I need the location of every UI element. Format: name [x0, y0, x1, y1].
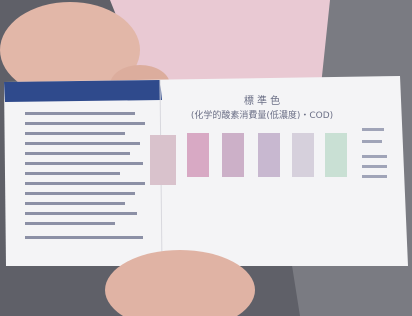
color-patch	[258, 133, 280, 177]
card-title: 標 準 色	[244, 94, 280, 107]
color-patch	[187, 133, 209, 177]
photo: 標 準 色 (化学的酸素消費量(低濃度)・COD)	[0, 0, 412, 316]
color-patch	[292, 133, 314, 177]
color-patch	[222, 133, 244, 177]
card-blue-band	[4, 80, 162, 102]
card-subtitle: (化学的酸素消費量(低濃度)・COD)	[191, 109, 333, 121]
color-patch	[325, 133, 347, 177]
color-patch	[150, 135, 176, 185]
